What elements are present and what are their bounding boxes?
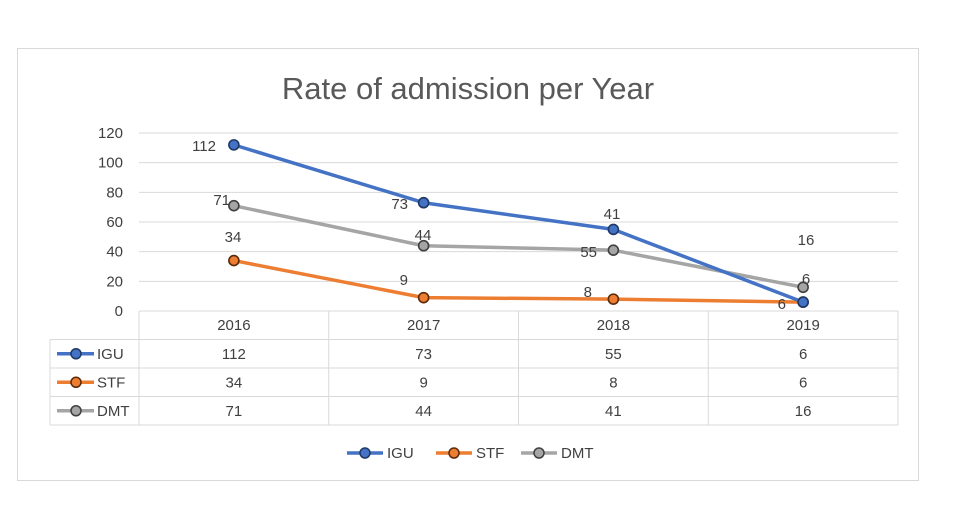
x-category-label: 2018: [597, 317, 630, 334]
legend-label: STF: [476, 445, 504, 462]
data-point: [607, 244, 620, 256]
table-cell-value: 71: [226, 403, 243, 420]
x-category-label: 2016: [217, 317, 250, 334]
data-label: 41: [604, 206, 621, 223]
legend-label: IGU: [387, 445, 414, 462]
data-label: 8: [584, 284, 592, 301]
chart-container: Rate of admission per Year 0 20 40 60 80 100 12…: [17, 48, 919, 481]
table-cell-value: 34: [226, 374, 243, 391]
data-point: [417, 239, 430, 252]
data-label: 44: [415, 227, 432, 244]
legend-key-marker: [533, 447, 545, 459]
data-point: [607, 293, 620, 305]
data-label: 71: [213, 192, 230, 209]
data-label: 6: [802, 271, 810, 288]
data-label: 16: [798, 232, 815, 249]
chart-title: Rate of admission per Year: [282, 71, 654, 106]
line-chart: Rate of admission per Year 0 20 40 60 80 100 12…: [49, 71, 899, 462]
legend-label: DMT: [561, 445, 594, 462]
y-tick-label: 80: [106, 184, 123, 201]
data-point: [607, 223, 620, 236]
x-category-label: 2019: [786, 317, 819, 334]
y-tick-label: 100: [98, 155, 123, 172]
table-cell-value: 55: [605, 346, 622, 363]
data-label: 6: [778, 296, 786, 313]
table-cell-value: 112: [222, 346, 246, 363]
y-tick-label: 120: [98, 125, 123, 142]
data-label: 112: [192, 138, 216, 155]
data-label: 34: [225, 229, 242, 246]
data-label: 9: [400, 272, 408, 289]
data-label: 73: [391, 196, 408, 213]
table-cell-value: 16: [795, 403, 812, 420]
legend-key-marker: [448, 447, 460, 459]
data-point: [228, 254, 240, 267]
series-line-stf: [233, 258, 804, 304]
table-series-name: DMT: [97, 403, 130, 420]
data-point: [417, 196, 430, 209]
x-category-label: 2017: [407, 317, 440, 334]
table-cell-value: 73: [415, 346, 432, 363]
table-cell-value: 41: [605, 403, 622, 420]
data-point: [228, 139, 240, 151]
series-line-dmt: [233, 203, 804, 289]
data-point: [797, 296, 809, 308]
table-legend-key-marker: [70, 348, 82, 360]
series-line-igu: [233, 143, 804, 304]
data-point: [228, 199, 240, 212]
table-cell-value: 6: [799, 374, 807, 391]
table-legend-key-marker: [70, 405, 82, 417]
legend-key-marker: [359, 447, 371, 459]
table-cell-value: 44: [415, 403, 432, 420]
table-series-name: STF: [97, 374, 125, 391]
table-legend-key-marker: [70, 376, 82, 388]
y-tick-label: 40: [106, 244, 123, 261]
table-series-name: IGU: [97, 346, 124, 363]
table-cell-value: 6: [799, 346, 807, 363]
y-tick-label: 60: [106, 214, 123, 231]
data-point: [417, 291, 430, 304]
table-cell-value: 8: [609, 374, 617, 391]
data-point: [797, 281, 809, 294]
y-tick-label: 0: [115, 303, 123, 320]
y-tick-label: 20: [106, 273, 123, 290]
table-cell-value: 9: [419, 374, 427, 391]
data-label: 55: [580, 244, 597, 261]
